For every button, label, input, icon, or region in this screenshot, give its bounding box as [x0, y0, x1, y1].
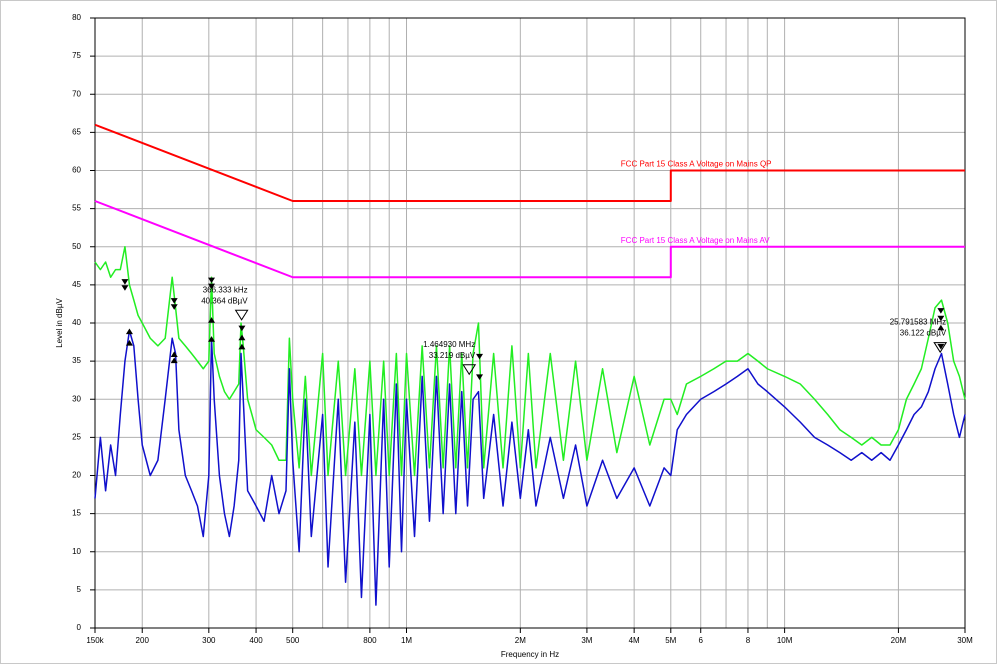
y-tick-label: 50 [72, 242, 81, 251]
y-tick-label: 40 [72, 318, 81, 327]
x-tick-label: 6 [698, 636, 703, 645]
y-tick-label: 80 [72, 13, 81, 22]
series-line [94, 123, 965, 202]
x-axis-title: Frequency in Hz [501, 650, 559, 659]
peak-marker [170, 351, 178, 357]
limit-label: FCC Part 15 Class A Voltage on Mains QP [621, 160, 772, 169]
y-tick-label: 55 [72, 204, 81, 213]
y-tick-label: 30 [72, 394, 81, 403]
peak-marker [476, 353, 484, 360]
y-tick-label: 60 [72, 166, 81, 175]
y-tick-label: 20 [72, 471, 81, 480]
x-tick-label: 20M [891, 636, 907, 645]
peak-marker [937, 343, 945, 350]
annotation-text: 1.464930 MHz [423, 340, 475, 349]
peak-marker [937, 308, 945, 314]
peak-marker [937, 324, 945, 331]
x-tick-label: 4M [629, 636, 640, 645]
annotation-text: 366.333 kHz [203, 285, 248, 294]
peak-marker [208, 283, 216, 290]
x-tick-label: 2M [515, 636, 526, 645]
peak-marker [208, 317, 216, 323]
series-line [94, 200, 965, 279]
peak-marker [121, 285, 129, 291]
plot-border [94, 17, 966, 629]
x-tick-label: 400 [249, 636, 263, 645]
x-tick-label: 500 [286, 636, 300, 645]
x-tick-label: 1M [401, 636, 412, 645]
peak-marker [238, 343, 246, 350]
annotation-marker [462, 364, 477, 376]
annotation-text: 25.791583 MHz [890, 318, 946, 327]
peak-marker [125, 339, 133, 346]
limit-label: FCC Part 15 Class A Voltage on Mains AV [621, 236, 770, 245]
x-tick-label: 10M [777, 636, 793, 645]
x-tick-label: 300 [202, 636, 216, 645]
y-tick-label: 75 [72, 51, 81, 60]
peak-marker [208, 336, 216, 342]
x-tick-label: 5M [665, 636, 676, 645]
y-axis-title: Level in dBµV [55, 298, 64, 348]
x-tick-label: 200 [136, 636, 150, 645]
x-tick-label: 30M [957, 636, 973, 645]
y-tick-label: 15 [72, 509, 81, 518]
peak-marker [937, 315, 945, 322]
y-tick-label: 10 [72, 547, 81, 556]
peak-marker [125, 328, 133, 335]
series-line [94, 329, 966, 606]
annotation-text: 36.122 dBµV [900, 329, 947, 338]
y-tick-label: 0 [77, 623, 82, 632]
y-tick-label: 65 [72, 127, 81, 136]
series-line [94, 246, 966, 477]
y-tick-label: 25 [72, 432, 81, 441]
annotation-text: 40.364 dBµV [201, 296, 248, 305]
peak-marker [238, 334, 246, 341]
y-tick-label: 70 [72, 89, 81, 98]
peak-marker [170, 298, 178, 304]
y-tick-label: 35 [72, 356, 81, 365]
peak-marker [238, 325, 246, 332]
peak-marker [208, 277, 216, 284]
peak-marker [170, 304, 178, 310]
annotation-marker [234, 309, 249, 321]
x-tick-label: 150k [86, 636, 104, 645]
annotation-marker [933, 342, 948, 354]
annotation-text: 33.219 dBµV [429, 351, 476, 360]
x-tick-label: 800 [363, 636, 377, 645]
y-tick-label: 5 [77, 585, 82, 594]
peak-marker [170, 357, 178, 364]
peak-marker [121, 279, 129, 285]
x-tick-label: 3M [581, 636, 592, 645]
peak-marker [476, 374, 484, 380]
y-tick-label: 45 [72, 280, 81, 289]
x-tick-label: 8 [746, 636, 751, 645]
